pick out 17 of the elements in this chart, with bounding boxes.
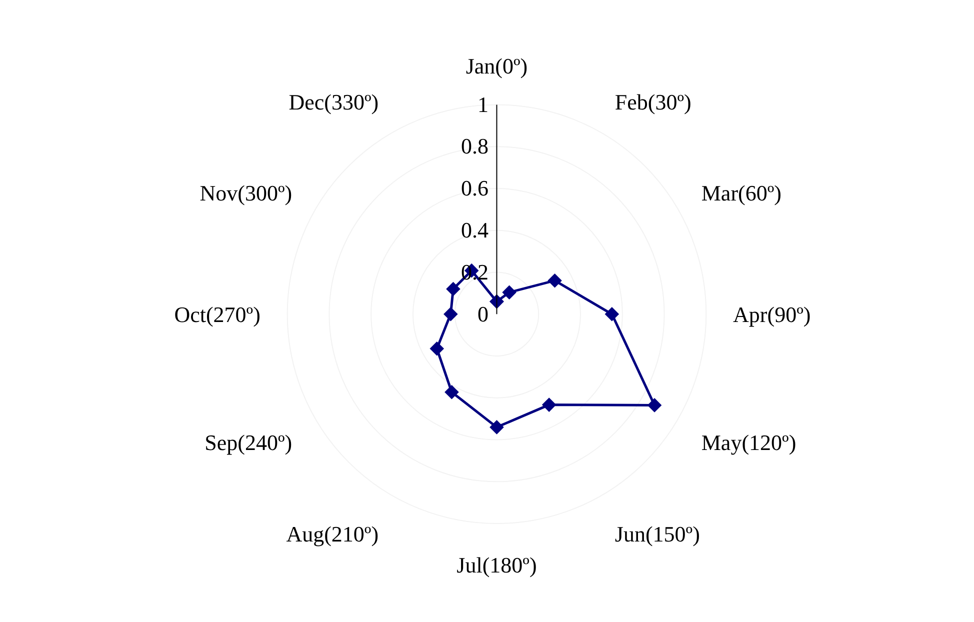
spoke-label: Oct(270º): [174, 302, 260, 327]
spoke-label: Nov(300º): [200, 180, 292, 206]
spoke-label: May(120º): [701, 430, 796, 455]
spoke-label: Feb(30º): [614, 90, 692, 114]
y-tick-label: 0.8: [461, 134, 489, 159]
y-tick-label: 0.6: [461, 176, 489, 201]
y-tick-label: 0: [478, 301, 489, 326]
spoke-label: Apr(90º): [733, 302, 811, 327]
spoke-label: Jul(180º): [456, 552, 537, 578]
y-tick-label: 0.4: [461, 218, 489, 242]
spoke-label: Jan(0º): [466, 53, 528, 78]
spoke-label: Aug(210º): [286, 522, 379, 547]
spoke-label: Dec(330º): [288, 90, 379, 114]
spoke-label: Jun(150º): [614, 522, 700, 547]
spoke-label: Sep(240º): [204, 430, 292, 455]
spoke-label: Mar(60º): [701, 180, 782, 206]
y-tick-label: 1: [478, 92, 489, 117]
